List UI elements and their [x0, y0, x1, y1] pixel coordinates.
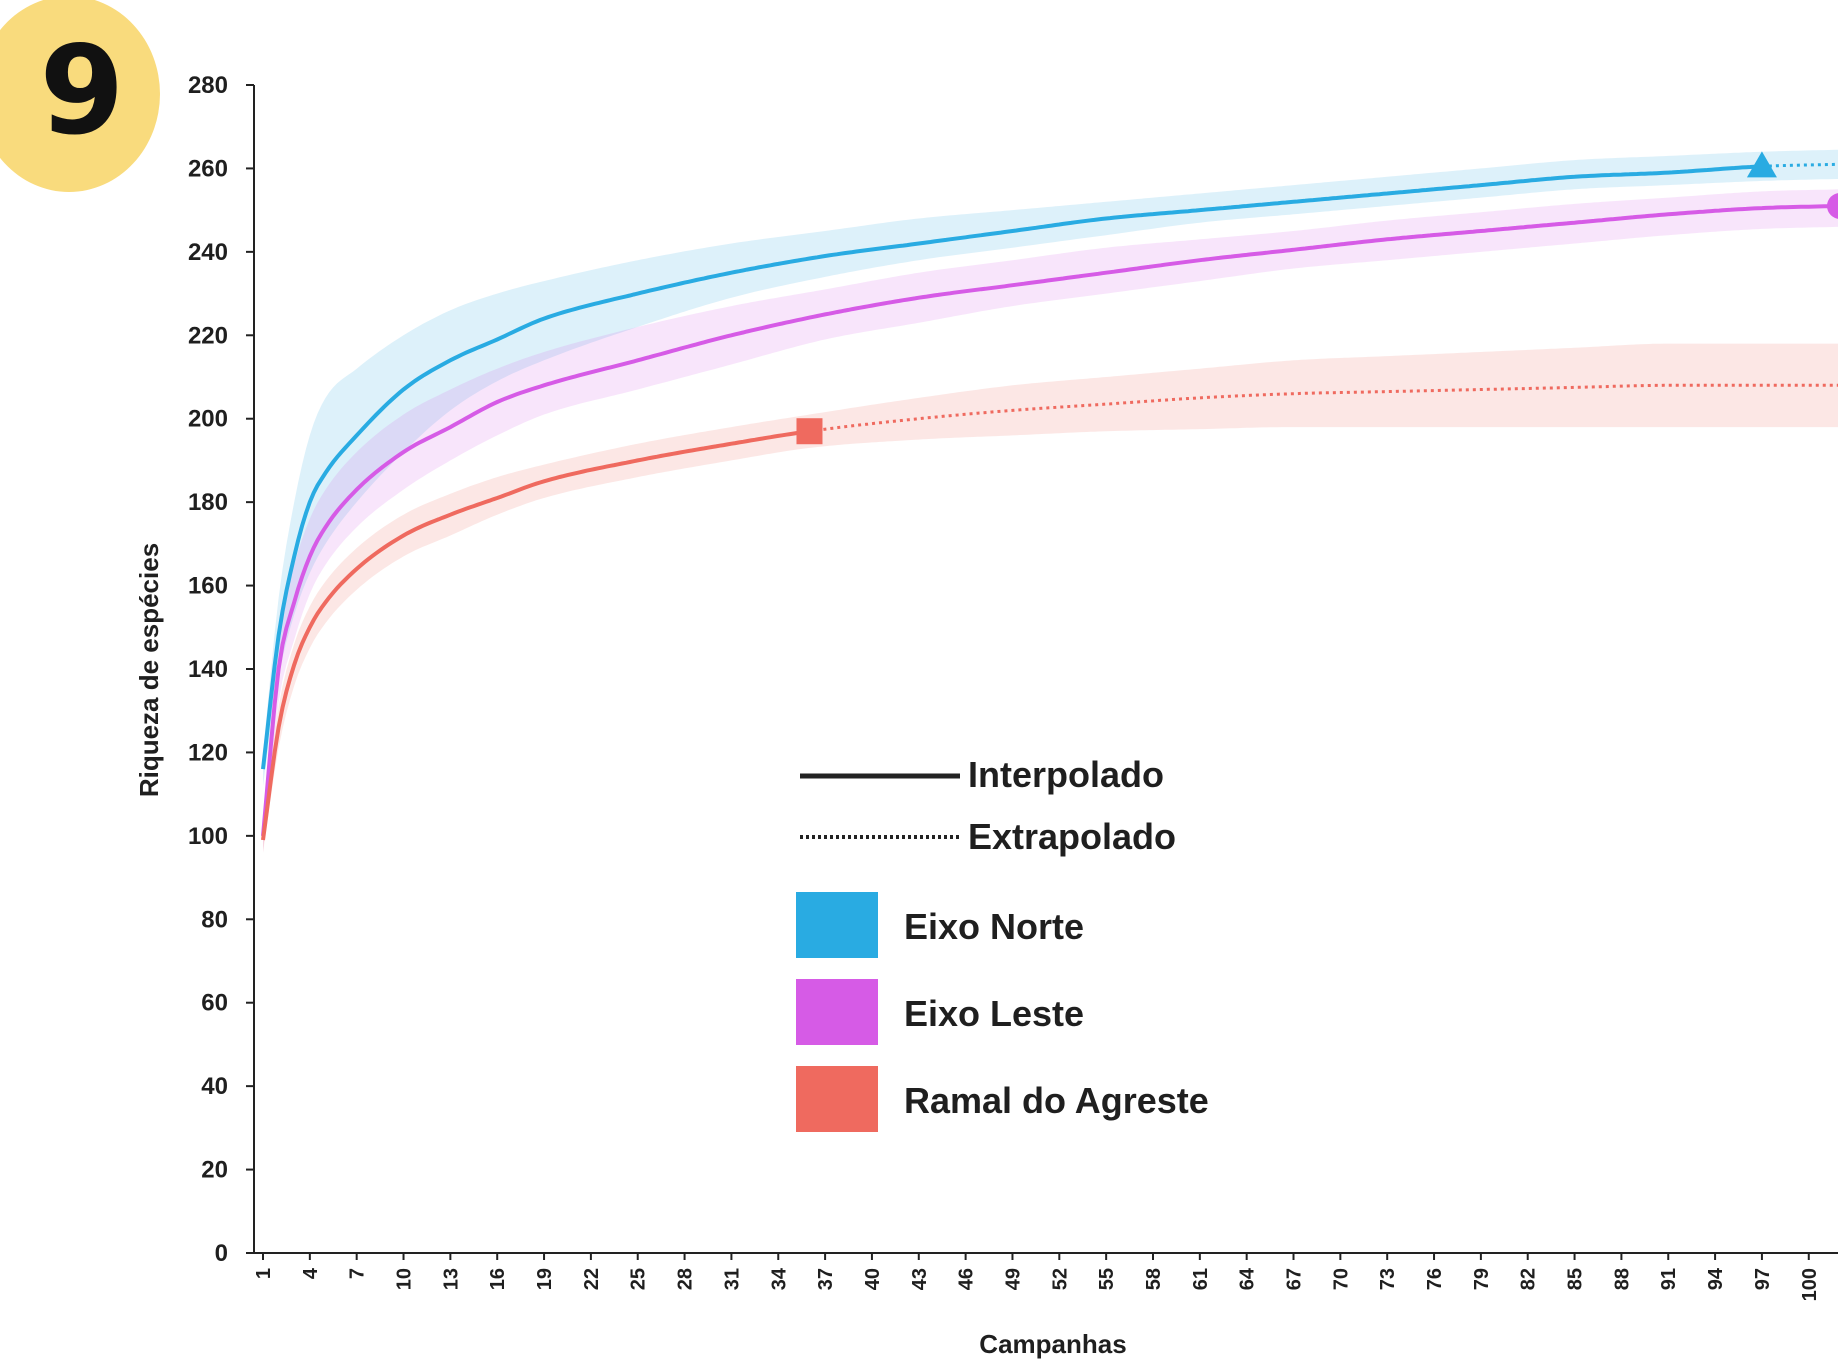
legend-label-eixo-norte: Eixo Norte	[904, 906, 1084, 947]
x-tick-label: 40	[862, 1268, 884, 1290]
x-tick-label: 37	[815, 1268, 837, 1290]
x-tick-label: 13	[440, 1268, 462, 1290]
y-tick-label: 180	[188, 489, 228, 516]
band-ramal-do-agreste	[263, 343, 1838, 853]
legend-label-ramal-do-agreste: Ramal do Agreste	[904, 1080, 1209, 1121]
x-tick-label: 70	[1330, 1268, 1352, 1290]
series-lines	[261, 162, 1838, 841]
legend-swatch-eixo-norte	[796, 892, 878, 958]
x-tick-label: 10	[394, 1268, 416, 1290]
x-tick-label: 43	[909, 1268, 931, 1290]
x-tick-label: 52	[1049, 1268, 1071, 1290]
y-tick-label: 20	[201, 1157, 228, 1184]
x-tick-label: 79	[1471, 1268, 1493, 1290]
x-tick-label: 34	[768, 1267, 790, 1290]
x-tick-label: 1	[253, 1268, 275, 1279]
confidence-bands	[263, 149, 1838, 853]
marker-observed-eixo-norte	[1746, 151, 1777, 178]
y-tick-label: 160	[188, 573, 228, 600]
x-tick-label: 94	[1705, 1267, 1727, 1290]
line-extrapolated-eixo-norte	[1761, 162, 1838, 168]
x-tick-label: 19	[534, 1268, 556, 1290]
x-tick-label: 25	[628, 1268, 650, 1290]
y-axis-title: Riqueza de espécies	[134, 543, 164, 797]
x-tick-label: 61	[1190, 1268, 1212, 1290]
y-tick-label: 40	[201, 1073, 228, 1100]
x-tick-label: 73	[1377, 1268, 1399, 1290]
x-tick-label: 88	[1611, 1268, 1633, 1290]
x-tick-label: 7	[347, 1268, 369, 1279]
y-tick-label: 240	[188, 239, 228, 266]
x-tick-label: 85	[1565, 1268, 1587, 1290]
x-tick-label: 100	[1799, 1268, 1821, 1301]
y-tick-label: 200	[188, 406, 228, 433]
marker-observed-ramal-do-agreste	[796, 418, 823, 445]
y-tick-label: 0	[215, 1240, 228, 1267]
band-eixo-norte	[263, 149, 1838, 786]
x-tick-label: 31	[721, 1268, 743, 1290]
y-tick-label: 260	[188, 155, 228, 182]
y-tick-label: 60	[201, 990, 228, 1017]
y-tick-label: 140	[188, 656, 228, 683]
x-tick-label: 64	[1237, 1267, 1259, 1290]
y-tick-label: 280	[188, 72, 228, 99]
figure-number: 9	[39, 20, 125, 162]
x-tick-label: 91	[1658, 1268, 1680, 1290]
line-interpolated-ramal-do-agreste	[261, 429, 810, 841]
y-tick-label: 220	[188, 322, 228, 349]
x-tick-label: 22	[581, 1268, 603, 1290]
y-tick-label: 80	[201, 906, 228, 933]
y-tick-label: 100	[188, 823, 228, 850]
x-tick-label: 16	[487, 1268, 509, 1290]
x-tick-label: 58	[1143, 1268, 1165, 1290]
figure-number-badge	[0, 0, 160, 192]
legend-label-eixo-leste: Eixo Leste	[904, 993, 1084, 1034]
x-axis-ticks: 1 4 7 10 13 16 19 22 25 28 31 34 37 40 43 46 49 52 55 58 61 6…	[253, 1253, 1821, 1301]
x-tick-label: 4	[300, 1267, 322, 1279]
x-tick-label: 28	[675, 1268, 697, 1290]
legend-extrapolated-label: Extrapolado	[968, 816, 1176, 857]
y-axis-ticks: 0 20 40 60 80 100 120 140 160 180 200 220 240 260 280	[188, 72, 254, 1267]
legend-swatch-ramal-do-agreste	[796, 1066, 878, 1132]
x-tick-label: 82	[1518, 1268, 1540, 1290]
legend-interpolated-label: Interpolado	[968, 754, 1164, 795]
observed-markers	[796, 151, 1838, 445]
y-tick-label: 120	[188, 739, 228, 766]
x-tick-label: 67	[1284, 1268, 1306, 1290]
legend: Interpolado Extrapolado Eixo Norte Eixo …	[796, 754, 1209, 1132]
x-tick-label: 55	[1096, 1268, 1118, 1290]
line-interpolated-eixo-norte	[261, 164, 1763, 770]
x-tick-label: 46	[956, 1268, 978, 1290]
x-tick-label: 76	[1424, 1268, 1446, 1290]
legend-swatch-eixo-leste	[796, 979, 878, 1045]
line-interpolated-eixo-leste	[261, 204, 1838, 837]
x-tick-label: 49	[1002, 1268, 1024, 1290]
marker-observed-eixo-leste	[1827, 193, 1838, 219]
x-tick-label: 97	[1752, 1268, 1774, 1290]
x-axis-title: Campanhas	[979, 1329, 1126, 1359]
